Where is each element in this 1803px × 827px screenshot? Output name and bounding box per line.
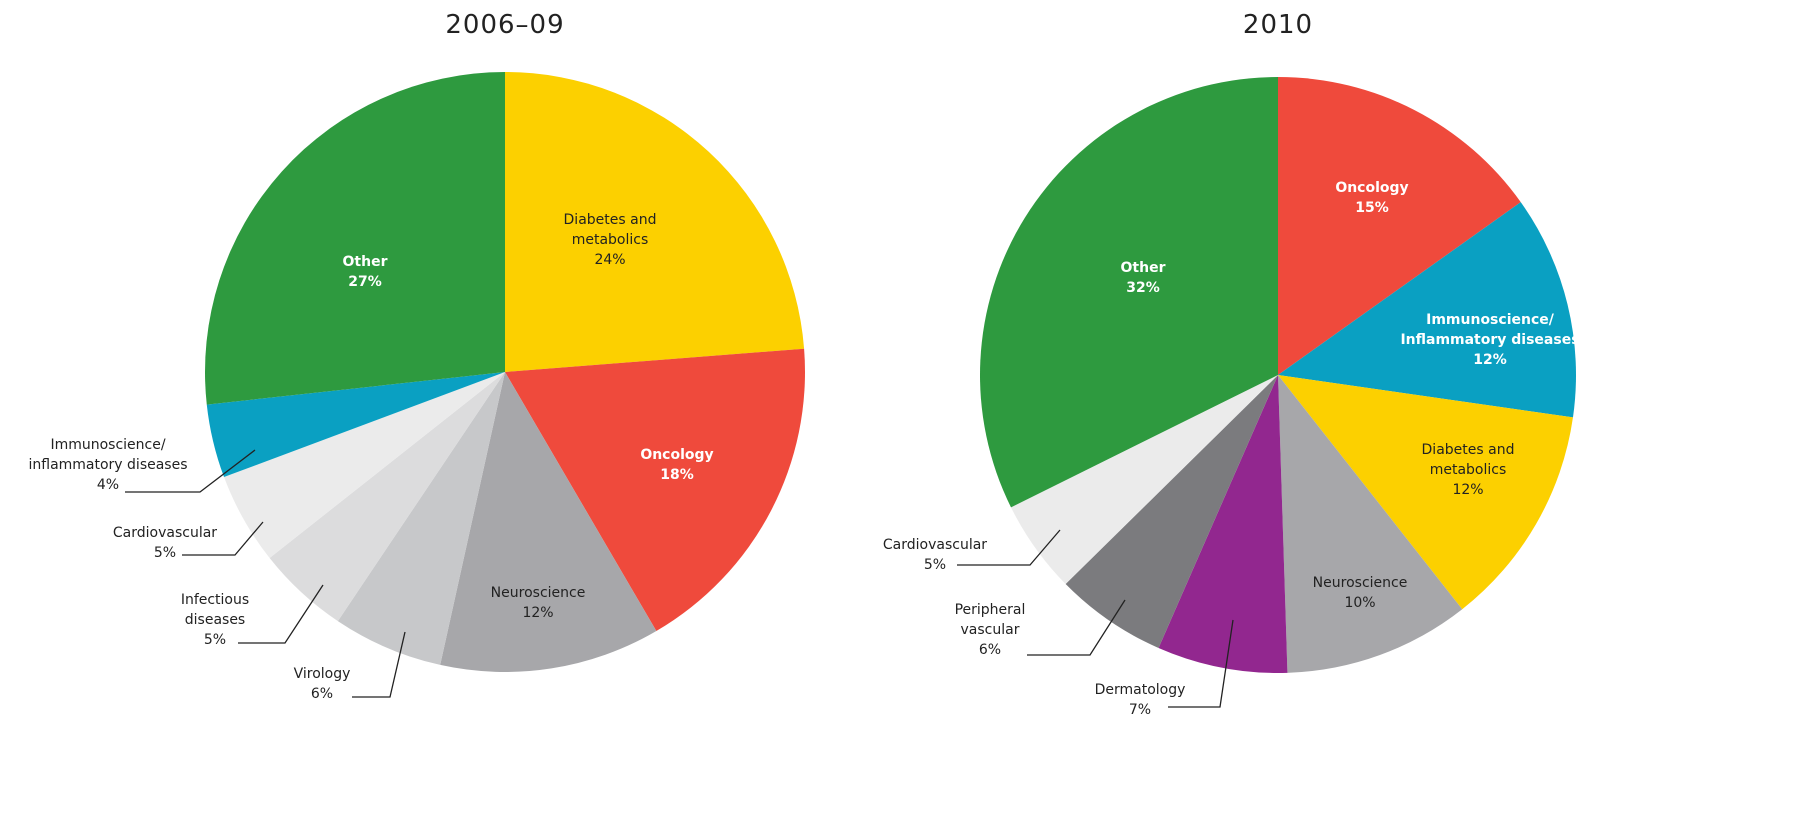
leader-line [1168,619,1234,708]
category-name: Cardiovascular [882,537,988,553]
slice-label: Cardiovascular 5% [825,535,1045,575]
value-label: 12% [1473,352,1507,368]
category-name: Neuroscience [490,585,586,601]
slice-label: Immunoscience/ inflammatory diseases 4% [0,435,218,495]
value-label: 27% [348,274,382,290]
slice-label: Peripheral vascular 6% [880,600,1100,660]
leader-line [352,631,406,698]
pie-slice [1158,375,1288,673]
slice-label: Dermatology 7% [1030,680,1250,720]
pie-slice [440,372,657,672]
pie-slice [206,372,505,478]
chart-title: 2006–09 [445,10,565,40]
value-label: 5% [203,632,227,648]
slice-label: Other 32% [1033,258,1253,298]
pie-slice [337,372,505,665]
slice-label: Neuroscience 10% [1250,573,1470,613]
pie-slice [979,77,1278,508]
slice-label: Infectious diseases 5% [105,590,325,650]
category-name: Diabetes and metabolics [563,212,657,248]
slice-label: Immunoscience/ Inflammatory diseases 12% [1380,310,1600,370]
category-name: Cardiovascular [112,525,218,541]
leader-line [238,584,324,644]
value-label: 18% [660,467,694,483]
category-name: Other [1120,260,1166,276]
pie-slice [204,72,505,405]
category-name: Immunoscience/ Inflammatory diseases [1400,312,1580,348]
value-label: 32% [1126,280,1160,296]
category-name: Dermatology [1094,682,1186,698]
category-name: Diabetes and metabolics [1421,442,1515,478]
value-label: 15% [1355,200,1389,216]
leader-line [125,449,256,493]
leader-line [957,529,1061,566]
value-label: 10% [1344,595,1376,611]
pie-slice [1278,375,1573,610]
category-name: Peripheral vascular [954,602,1026,638]
slice-label: Neuroscience 12% [428,583,648,623]
value-label: 5% [923,557,947,573]
category-name: Oncology [640,447,714,463]
pie-slice [1278,202,1576,418]
chart-title: 2010 [1242,10,1314,40]
value-label: 6% [978,642,1002,658]
category-name: Other [342,254,388,270]
category-name: Virology [293,666,351,682]
slice-label: Diabetes and metabolics 12% [1358,440,1578,500]
value-label: 5% [153,545,177,561]
slice-label: Cardiovascular 5% [55,523,275,563]
slice-label: Diabetes and metabolics 24% [500,210,720,270]
value-label: 24% [594,252,626,268]
slice-label: Oncology 15% [1262,178,1482,218]
slice-label: Virology 6% [212,664,432,704]
category-name: Neuroscience [1312,575,1408,591]
pie-slice [1278,375,1463,673]
pie-slice [505,348,805,632]
leader-line [182,521,264,556]
category-name: Oncology [1335,180,1409,196]
pie-slice [1278,77,1521,375]
category-name: Infectious diseases [180,592,250,628]
value-label: 12% [522,605,554,621]
pie-slice [269,372,505,622]
value-label: 6% [310,686,334,702]
pie-slice [505,72,805,372]
value-label: 12% [1452,482,1484,498]
slice-label: Oncology 18% [567,445,787,485]
value-label: 4% [96,477,120,493]
slice-label: Other 27% [255,252,475,292]
pie-slice [223,372,506,559]
leader-line [1027,599,1126,656]
category-name: Immunoscience/ inflammatory diseases [28,437,188,473]
value-label: 7% [1128,702,1152,718]
pie-slice [1065,375,1278,649]
pie-slice [1010,375,1278,585]
